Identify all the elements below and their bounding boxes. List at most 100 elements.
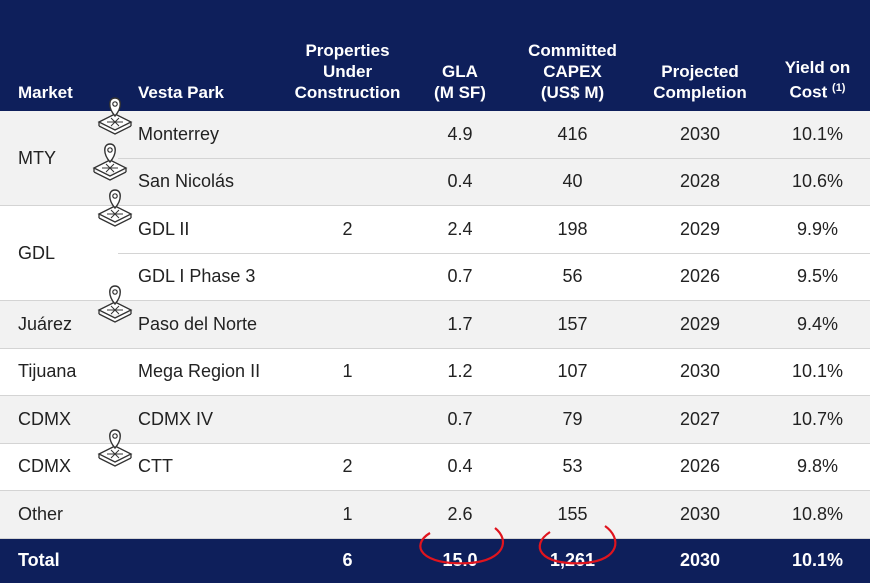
- table-row: San Nicolás 0.4 40 2028 10.6%: [0, 158, 870, 206]
- value-cell: 2030: [635, 348, 765, 396]
- park-cell: Mega Region II: [118, 348, 285, 396]
- table-row: CDMX CTT 2 0.4 53 2026 9.8%: [0, 443, 870, 491]
- value-cell: [285, 395, 410, 444]
- value-cell: 0.4: [410, 158, 510, 206]
- value-cell: 0.7: [410, 253, 510, 301]
- value-cell: 0.4: [410, 443, 510, 491]
- market-cell: GDL: [0, 205, 118, 301]
- market-cell: Tijuana: [0, 348, 118, 396]
- value-cell: 9.5%: [765, 253, 870, 301]
- total-value: 15.0: [410, 538, 510, 583]
- table-row: Tijuana Mega Region II 1 1.2 107 2030 10.1%: [0, 348, 870, 396]
- header-cell: Committed CAPEX (US$ M): [510, 0, 635, 111]
- market-cell: Juárez: [0, 300, 118, 349]
- header-text: Projected: [661, 62, 739, 81]
- value-cell: 2028: [635, 158, 765, 206]
- value-cell: 1: [285, 490, 410, 539]
- header-cell: Market: [0, 0, 118, 111]
- header-text: (M SF): [434, 83, 486, 102]
- park-cell: [118, 538, 285, 583]
- value-cell: 2030: [635, 490, 765, 539]
- value-cell: [285, 111, 410, 159]
- park-cell: CTT: [118, 443, 285, 491]
- header-text: Under: [322, 62, 373, 81]
- value-cell: 157: [510, 300, 635, 349]
- header-text: Market: [18, 83, 73, 102]
- value-cell: 2026: [635, 253, 765, 301]
- header-cell: GLA (M SF): [410, 0, 510, 111]
- header-row: Market Vesta Park Properties Under Construct…: [0, 0, 870, 111]
- value-cell: 2030: [635, 111, 765, 159]
- park-cell: GDL I Phase 3: [118, 253, 285, 301]
- park-cell: CDMX IV: [118, 395, 285, 444]
- header-text: Properties: [305, 41, 390, 60]
- value-cell: 10.7%: [765, 395, 870, 444]
- total-row: Total 6 15.0 1,261 2030 10.1%: [0, 538, 870, 583]
- value-cell: 2029: [635, 300, 765, 349]
- header-text: Completion: [653, 83, 747, 102]
- total-label: Total: [0, 538, 118, 583]
- table-row: GDL I Phase 3 0.7 56 2026 9.5%: [0, 253, 870, 301]
- table-row: Juárez Paso del Norte 1.7 157 2029 9.4%: [0, 300, 870, 349]
- value-cell: 2029: [635, 205, 765, 254]
- value-cell: 0.7: [410, 395, 510, 444]
- header-text: Vesta Park: [138, 83, 225, 102]
- value-cell: 2: [285, 443, 410, 491]
- value-cell: 10.6%: [765, 158, 870, 206]
- value-cell: 4.9: [410, 111, 510, 159]
- value-cell: 40: [510, 158, 635, 206]
- header-text: GLA: [442, 62, 478, 81]
- value-cell: 198: [510, 205, 635, 254]
- value-cell: 53: [510, 443, 635, 491]
- header-cell: Vesta Park: [118, 0, 285, 111]
- total-value: 1,261: [510, 538, 635, 583]
- footnote-mark: (1): [832, 82, 846, 95]
- market-cell: Other: [0, 490, 118, 539]
- header-cell: Properties Under Construction: [285, 0, 410, 111]
- value-cell: 107: [510, 348, 635, 396]
- value-cell: [285, 158, 410, 206]
- value-cell: 10.1%: [765, 111, 870, 159]
- header-cell: Projected Completion: [635, 0, 765, 111]
- header-text: (US$ M): [540, 83, 605, 102]
- table-row: MTY Monterrey 4.9 416 2030 10.1%: [0, 111, 870, 206]
- value-cell: 1.2: [410, 348, 510, 396]
- value-cell: 79: [510, 395, 635, 444]
- table-body: MTY Monterrey 4.9 416 2030 10.1% San Nicolás 0.…: [0, 111, 870, 583]
- value-cell: 1: [285, 348, 410, 396]
- market-cell: CDMX: [0, 443, 118, 491]
- park-cell: [118, 490, 285, 539]
- value-cell: 2.4: [410, 205, 510, 254]
- value-cell: [285, 253, 410, 301]
- header-cell: Yield on Cost (1): [765, 0, 870, 111]
- header-text: Yield on: [784, 58, 851, 78]
- value-cell: 1.7: [410, 300, 510, 349]
- table-row: CDMX CDMX IV 0.7 79 2027 10.7%: [0, 395, 870, 444]
- total-value: 10.1%: [765, 538, 870, 583]
- value-cell: 9.9%: [765, 205, 870, 254]
- value-cell: 2026: [635, 443, 765, 491]
- park-cell: Monterrey: [118, 111, 285, 159]
- header-text: CAPEX: [543, 62, 602, 81]
- table-row: GDL GDL II 2 2.4 198 2029 9.9%: [0, 205, 870, 301]
- value-cell: 2.6: [410, 490, 510, 539]
- value-cell: 9.4%: [765, 300, 870, 349]
- header-text: Cost: [789, 83, 828, 102]
- value-cell: 10.1%: [765, 348, 870, 396]
- total-value: 2030: [635, 538, 765, 583]
- value-cell: 56: [510, 253, 635, 301]
- value-cell: 9.8%: [765, 443, 870, 491]
- header-text: Construction: [294, 83, 401, 102]
- value-cell: [285, 300, 410, 349]
- value-cell: 10.8%: [765, 490, 870, 539]
- market-cell: MTY: [0, 111, 118, 206]
- park-cell: Paso del Norte: [118, 300, 285, 349]
- value-cell: 155: [510, 490, 635, 539]
- value-cell: 2: [285, 205, 410, 254]
- park-cell: GDL II: [118, 205, 285, 254]
- table-row: Other 1 2.6 155 2030 10.8%: [0, 490, 870, 539]
- total-value: 6: [285, 538, 410, 583]
- park-cell: San Nicolás: [118, 158, 285, 206]
